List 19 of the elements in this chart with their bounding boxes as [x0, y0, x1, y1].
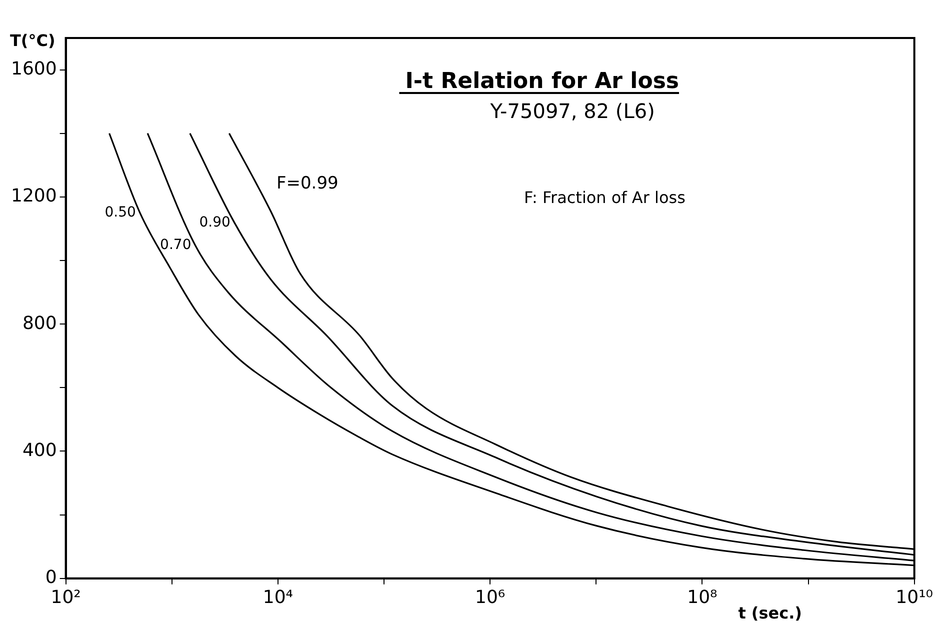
- text: Y-75097, 82 (L6): [489, 99, 655, 123]
- series-label: 0.70: [160, 236, 192, 253]
- y-tick-label: 1200: [10, 186, 57, 207]
- y-tick-label: 1600: [10, 58, 57, 80]
- y-axis-title: T(°C): [10, 31, 56, 50]
- y-tick-label: 400: [22, 440, 57, 461]
- x-tick-label: 10⁴: [262, 586, 293, 608]
- x-axis-title: t (sec.): [738, 603, 802, 622]
- series-label: F=0.99: [276, 174, 338, 194]
- annotation: F: Fraction of Ar loss: [524, 188, 686, 207]
- x-tick-label: 10⁸: [687, 586, 718, 608]
- y-tick-label: 800: [22, 312, 57, 334]
- series-label: 0.50: [104, 204, 136, 220]
- y-tick-label: 0: [45, 567, 57, 588]
- series-label: 0.90: [199, 214, 230, 230]
- x-tick-label: 10¹⁰: [896, 586, 934, 608]
- text: I-t Relation for Ar loss: [405, 69, 680, 94]
- x-tick-label: 10²: [50, 586, 81, 608]
- x-tick-label: 10⁶: [475, 586, 506, 608]
